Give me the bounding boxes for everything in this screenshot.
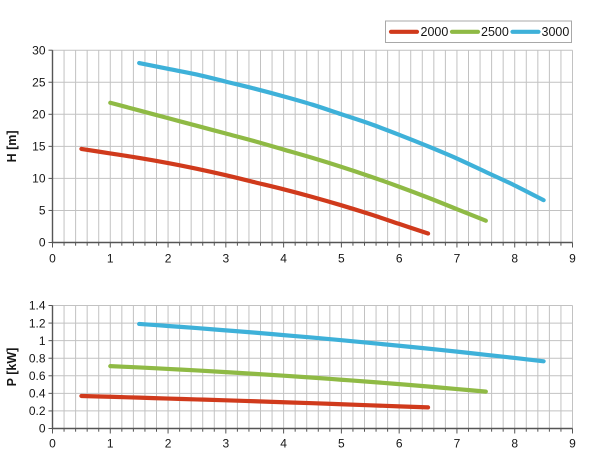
x-tick-label: 0 bbox=[49, 252, 56, 266]
x-tick-label: 8 bbox=[511, 252, 518, 266]
y-tick-label: 0.8 bbox=[29, 351, 46, 365]
x-tick-label: 8 bbox=[511, 437, 518, 451]
series-curve-2000 bbox=[79, 146, 431, 236]
y-tick-label: 0.6 bbox=[29, 369, 46, 383]
y-tick-label: 0 bbox=[39, 422, 46, 436]
legend-label-2500: 2500 bbox=[481, 25, 509, 39]
y-tick-label: 0.4 bbox=[29, 387, 46, 401]
x-tick-label: 9 bbox=[569, 252, 576, 266]
y-tick-label: 1.2 bbox=[29, 316, 46, 330]
x-tick-label: 5 bbox=[338, 437, 345, 451]
x-tick-label: 3 bbox=[222, 437, 229, 451]
x-tick-label: 6 bbox=[396, 252, 403, 266]
y-tick-label: 20 bbox=[32, 108, 46, 122]
y-tick-label: 15 bbox=[32, 140, 46, 154]
x-tick-label: 9 bbox=[569, 437, 576, 451]
x-tick-label: 6 bbox=[396, 437, 403, 451]
x-tick-label: 4 bbox=[280, 437, 287, 451]
series-curve-3000 bbox=[137, 321, 546, 364]
series-curve-3000 bbox=[137, 60, 546, 203]
legend-label-2000: 2000 bbox=[421, 25, 449, 39]
x-tick-label: 4 bbox=[280, 252, 287, 266]
x-tick-label: 5 bbox=[338, 252, 345, 266]
series-curve-2500 bbox=[108, 100, 488, 223]
y-axis-title: H [m] bbox=[5, 130, 19, 162]
x-tick-label: 3 bbox=[222, 252, 229, 266]
y-tick-label: 30 bbox=[32, 43, 46, 57]
x-tick-label: 7 bbox=[454, 252, 461, 266]
y-tick-label: 0 bbox=[39, 236, 46, 250]
series-curve-2000 bbox=[79, 393, 431, 410]
x-tick-label: 0 bbox=[49, 437, 56, 451]
x-tick-label: 2 bbox=[165, 437, 172, 451]
x-tick-label: 7 bbox=[454, 437, 461, 451]
x-tick-label: 1 bbox=[107, 437, 114, 451]
y-tick-label: 5 bbox=[39, 204, 46, 218]
x-tick-label: 2 bbox=[165, 252, 172, 266]
y-tick-label: 1.4 bbox=[29, 299, 46, 313]
y-tick-label: 1 bbox=[39, 334, 46, 348]
y-axis-title: P [kW] bbox=[5, 348, 19, 387]
legend-label-3000: 3000 bbox=[542, 25, 570, 39]
y-tick-label: 25 bbox=[32, 75, 46, 89]
x-tick-label: 1 bbox=[107, 252, 114, 266]
y-tick-label: 10 bbox=[32, 172, 46, 186]
y-tick-label: 0.2 bbox=[29, 404, 46, 418]
series-curve-2500 bbox=[108, 364, 488, 394]
